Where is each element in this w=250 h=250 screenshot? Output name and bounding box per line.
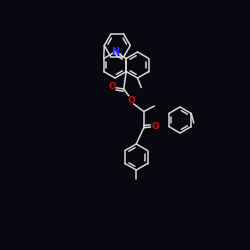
Text: O: O	[151, 122, 159, 131]
Text: O: O	[128, 96, 135, 105]
Text: N: N	[111, 47, 119, 57]
Text: O: O	[109, 82, 116, 91]
